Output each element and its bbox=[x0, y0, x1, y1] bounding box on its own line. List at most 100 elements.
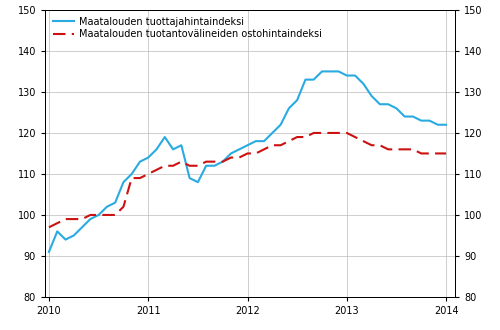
Maatalouden tuottajahintaindeksi bbox=[203, 164, 209, 168]
Maatalouden tuotantovälineiden ostohintaindeksi bbox=[410, 148, 416, 151]
Maatalouden tuotantovälineiden ostohintaindeksi bbox=[294, 135, 300, 139]
Maatalouden tuottajahintaindeksi bbox=[79, 225, 85, 229]
Maatalouden tuotantovälineiden ostohintaindeksi bbox=[62, 217, 68, 221]
Maatalouden tuottajahintaindeksi bbox=[327, 69, 333, 73]
Maatalouden tuottajahintaindeksi bbox=[186, 176, 192, 180]
Maatalouden tuotantovälineiden ostohintaindeksi bbox=[220, 160, 226, 164]
Maatalouden tuotantovälineiden ostohintaindeksi bbox=[112, 213, 118, 217]
Maatalouden tuotantovälineiden ostohintaindeksi bbox=[385, 148, 391, 151]
Maatalouden tuottajahintaindeksi bbox=[418, 119, 424, 123]
Maatalouden tuottajahintaindeksi bbox=[426, 119, 432, 123]
Maatalouden tuottajahintaindeksi bbox=[236, 148, 242, 151]
Maatalouden tuottajahintaindeksi bbox=[310, 78, 316, 82]
Maatalouden tuotantovälineiden ostohintaindeksi bbox=[443, 151, 449, 155]
Maatalouden tuottajahintaindeksi bbox=[336, 69, 342, 73]
Maatalouden tuottajahintaindeksi bbox=[96, 213, 102, 217]
Maatalouden tuotantovälineiden ostohintaindeksi bbox=[278, 143, 283, 147]
Maatalouden tuotantovälineiden ostohintaindeksi bbox=[170, 164, 176, 168]
Maatalouden tuotantovälineiden ostohintaindeksi bbox=[96, 213, 102, 217]
Maatalouden tuottajahintaindeksi bbox=[244, 143, 250, 147]
Maatalouden tuotantovälineiden ostohintaindeksi bbox=[46, 225, 52, 229]
Maatalouden tuottajahintaindeksi bbox=[410, 115, 416, 118]
Maatalouden tuotantovälineiden ostohintaindeksi bbox=[368, 143, 374, 147]
Maatalouden tuottajahintaindeksi bbox=[54, 229, 60, 233]
Maatalouden tuottajahintaindeksi bbox=[360, 82, 366, 86]
Maatalouden tuotantovälineiden ostohintaindeksi bbox=[319, 131, 325, 135]
Maatalouden tuotantovälineiden ostohintaindeksi bbox=[79, 217, 85, 221]
Maatalouden tuotantovälineiden ostohintaindeksi bbox=[286, 139, 292, 143]
Maatalouden tuottajahintaindeksi bbox=[394, 106, 400, 110]
Maatalouden tuotantovälineiden ostohintaindeksi bbox=[54, 221, 60, 225]
Maatalouden tuottajahintaindeksi bbox=[71, 234, 77, 238]
Maatalouden tuotantovälineiden ostohintaindeksi bbox=[104, 213, 110, 217]
Maatalouden tuottajahintaindeksi bbox=[128, 172, 134, 176]
Maatalouden tuottajahintaindeksi bbox=[385, 102, 391, 106]
Maatalouden tuotantovälineiden ostohintaindeksi bbox=[360, 139, 366, 143]
Maatalouden tuotantovälineiden ostohintaindeksi bbox=[261, 148, 267, 151]
Legend: Maatalouden tuottajahintaindeksi, Maatalouden tuotantovälineiden ostohintaindeks: Maatalouden tuottajahintaindeksi, Maatal… bbox=[51, 15, 324, 41]
Maatalouden tuottajahintaindeksi bbox=[352, 74, 358, 78]
Maatalouden tuottajahintaindeksi bbox=[402, 115, 407, 118]
Maatalouden tuotantovälineiden ostohintaindeksi bbox=[178, 160, 184, 164]
Maatalouden tuotantovälineiden ostohintaindeksi bbox=[154, 168, 160, 172]
Maatalouden tuottajahintaindeksi bbox=[104, 205, 110, 209]
Maatalouden tuottajahintaindeksi bbox=[195, 180, 201, 184]
Maatalouden tuottajahintaindeksi bbox=[137, 160, 143, 164]
Maatalouden tuotantovälineiden ostohintaindeksi bbox=[344, 131, 350, 135]
Maatalouden tuotantovälineiden ostohintaindeksi bbox=[426, 151, 432, 155]
Maatalouden tuotantovälineiden ostohintaindeksi bbox=[310, 131, 316, 135]
Maatalouden tuottajahintaindeksi bbox=[162, 135, 168, 139]
Maatalouden tuotantovälineiden ostohintaindeksi bbox=[327, 131, 333, 135]
Maatalouden tuotantovälineiden ostohintaindeksi bbox=[435, 151, 441, 155]
Maatalouden tuottajahintaindeksi bbox=[120, 180, 126, 184]
Maatalouden tuottajahintaindeksi bbox=[46, 250, 52, 254]
Maatalouden tuotantovälineiden ostohintaindeksi bbox=[128, 176, 134, 180]
Maatalouden tuotantovälineiden ostohintaindeksi bbox=[145, 172, 151, 176]
Maatalouden tuotantovälineiden ostohintaindeksi bbox=[71, 217, 77, 221]
Maatalouden tuotantovälineiden ostohintaindeksi bbox=[402, 148, 407, 151]
Maatalouden tuotantovälineiden ostohintaindeksi bbox=[88, 213, 94, 217]
Maatalouden tuottajahintaindeksi bbox=[253, 139, 259, 143]
Maatalouden tuotantovälineiden ostohintaindeksi bbox=[120, 205, 126, 209]
Maatalouden tuotantovälineiden ostohintaindeksi bbox=[352, 135, 358, 139]
Maatalouden tuotantovälineiden ostohintaindeksi bbox=[203, 160, 209, 164]
Maatalouden tuottajahintaindeksi bbox=[178, 143, 184, 147]
Maatalouden tuotantovälineiden ostohintaindeksi bbox=[228, 155, 234, 159]
Maatalouden tuotantovälineiden ostohintaindeksi bbox=[253, 151, 259, 155]
Maatalouden tuottajahintaindeksi bbox=[145, 155, 151, 159]
Maatalouden tuottajahintaindeksi bbox=[377, 102, 383, 106]
Maatalouden tuottajahintaindeksi bbox=[368, 94, 374, 98]
Maatalouden tuottajahintaindeksi bbox=[154, 148, 160, 151]
Maatalouden tuotantovälineiden ostohintaindeksi bbox=[162, 164, 168, 168]
Maatalouden tuotantovälineiden ostohintaindeksi bbox=[394, 148, 400, 151]
Maatalouden tuottajahintaindeksi bbox=[62, 238, 68, 242]
Line: Maatalouden tuotantovälineiden ostohintaindeksi: Maatalouden tuotantovälineiden ostohinta… bbox=[49, 133, 446, 227]
Maatalouden tuotantovälineiden ostohintaindeksi bbox=[195, 164, 201, 168]
Maatalouden tuottajahintaindeksi bbox=[278, 123, 283, 127]
Maatalouden tuottajahintaindeksi bbox=[286, 106, 292, 110]
Maatalouden tuotantovälineiden ostohintaindeksi bbox=[236, 155, 242, 159]
Maatalouden tuotantovälineiden ostohintaindeksi bbox=[418, 151, 424, 155]
Maatalouden tuottajahintaindeksi bbox=[170, 148, 176, 151]
Maatalouden tuotantovälineiden ostohintaindeksi bbox=[302, 135, 308, 139]
Maatalouden tuotantovälineiden ostohintaindeksi bbox=[244, 151, 250, 155]
Maatalouden tuottajahintaindeksi bbox=[319, 69, 325, 73]
Maatalouden tuotantovälineiden ostohintaindeksi bbox=[137, 176, 143, 180]
Maatalouden tuottajahintaindeksi bbox=[435, 123, 441, 127]
Maatalouden tuottajahintaindeksi bbox=[88, 217, 94, 221]
Maatalouden tuottajahintaindeksi bbox=[212, 164, 218, 168]
Maatalouden tuottajahintaindeksi bbox=[112, 201, 118, 205]
Maatalouden tuotantovälineiden ostohintaindeksi bbox=[336, 131, 342, 135]
Maatalouden tuottajahintaindeksi bbox=[443, 123, 449, 127]
Maatalouden tuotantovälineiden ostohintaindeksi bbox=[270, 143, 276, 147]
Maatalouden tuotantovälineiden ostohintaindeksi bbox=[377, 143, 383, 147]
Maatalouden tuotantovälineiden ostohintaindeksi bbox=[186, 164, 192, 168]
Maatalouden tuottajahintaindeksi bbox=[344, 74, 350, 78]
Line: Maatalouden tuottajahintaindeksi: Maatalouden tuottajahintaindeksi bbox=[49, 71, 446, 252]
Maatalouden tuottajahintaindeksi bbox=[294, 98, 300, 102]
Maatalouden tuottajahintaindeksi bbox=[270, 131, 276, 135]
Maatalouden tuottajahintaindeksi bbox=[228, 151, 234, 155]
Maatalouden tuottajahintaindeksi bbox=[302, 78, 308, 82]
Maatalouden tuottajahintaindeksi bbox=[261, 139, 267, 143]
Maatalouden tuotantovälineiden ostohintaindeksi bbox=[212, 160, 218, 164]
